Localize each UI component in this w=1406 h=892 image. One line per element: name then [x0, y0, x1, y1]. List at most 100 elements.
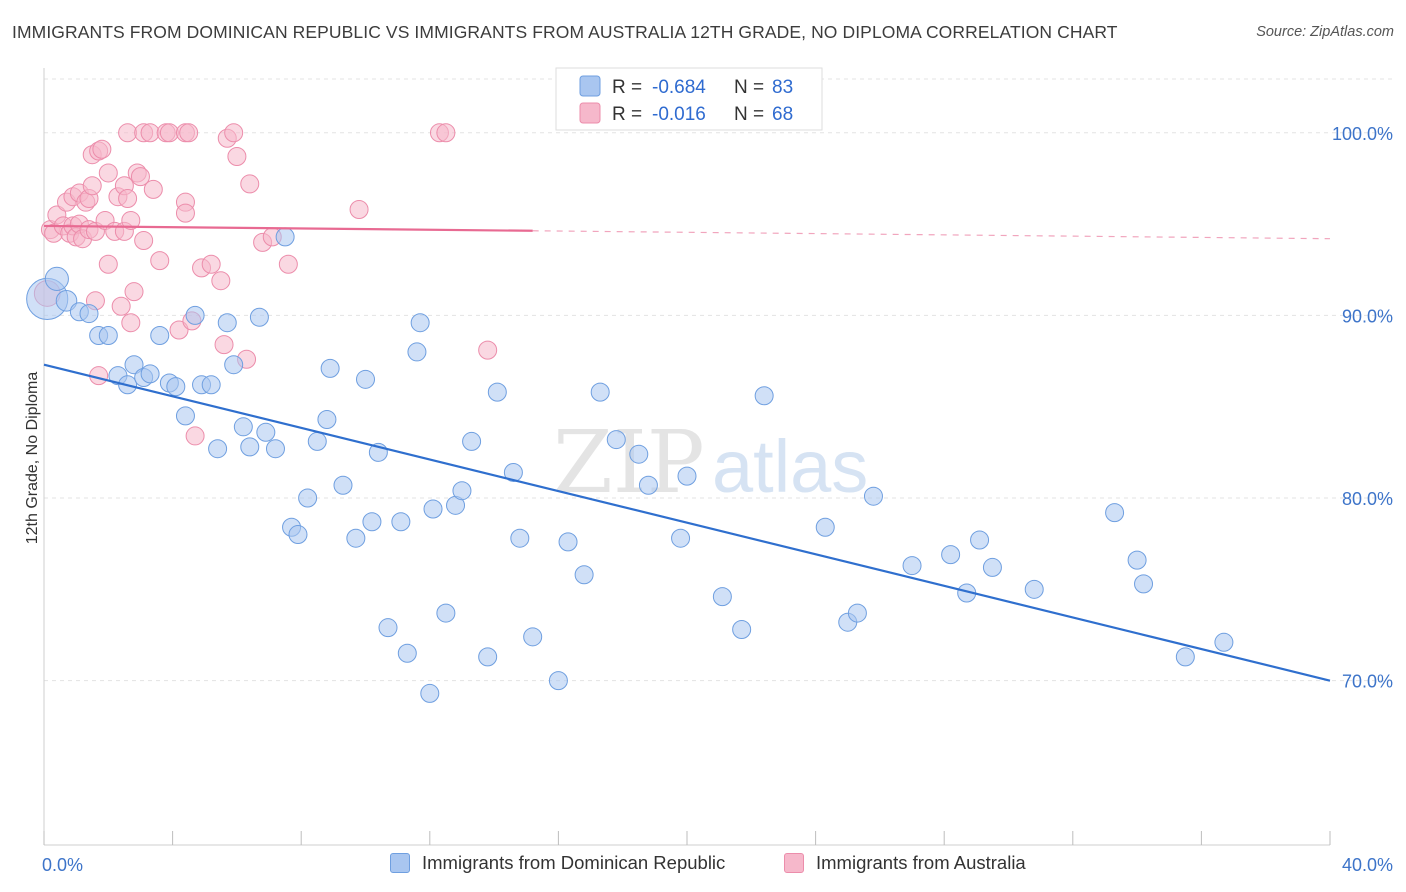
- australia-point: [130, 167, 150, 187]
- australia-point: [98, 254, 118, 274]
- dominican-point: [436, 603, 456, 623]
- trend-line-extension: [532, 230, 1331, 240]
- dominican-point: [288, 525, 308, 545]
- australia-point: [159, 123, 179, 143]
- australia-point: [118, 189, 138, 209]
- dominican-point: [638, 475, 658, 495]
- australia-point: [140, 123, 160, 143]
- y-tick-labels: 100.0% 90.0% 80.0% 70.0%: [1332, 124, 1393, 692]
- dominican-point: [249, 307, 269, 327]
- dominican-point: [208, 439, 228, 459]
- legend-n-value: 83: [772, 77, 793, 98]
- legend-n-value: 68: [772, 104, 793, 125]
- dominican-point: [941, 545, 961, 565]
- dominican-point: [407, 342, 427, 362]
- dominican-point: [124, 355, 144, 375]
- dominican-point: [275, 227, 295, 247]
- dominican-point: [320, 358, 340, 378]
- australia-point: [227, 147, 247, 167]
- legend-swatch-blue: [579, 75, 601, 97]
- australia-point: [124, 282, 144, 302]
- dominican-point: [677, 466, 697, 486]
- watermark: ZIP atlas: [553, 413, 868, 513]
- dominican-point: [307, 431, 327, 451]
- dominican-point: [346, 528, 366, 548]
- dominican-point: [629, 444, 649, 464]
- y-tick-label: 70.0%: [1342, 672, 1393, 692]
- dominican-point: [590, 382, 610, 402]
- dominican-point: [462, 431, 482, 451]
- dominican-point: [98, 325, 118, 345]
- australia-point: [478, 340, 498, 360]
- dominican-point: [201, 375, 221, 395]
- trend-lines: [43, 224, 1331, 682]
- watermark-zip: ZIP: [553, 413, 705, 513]
- dominican-point: [240, 437, 260, 457]
- dominican-point: [970, 530, 990, 550]
- dominican-point: [558, 532, 578, 552]
- bottom-legend-item-australia: Immigrants from Australia: [784, 852, 1026, 874]
- dominican-point: [265, 439, 285, 459]
- chart-title: IMMIGRANTS FROM DOMINICAN REPUBLIC VS IM…: [12, 22, 1118, 42]
- australia-point: [214, 335, 234, 355]
- australia-point: [224, 123, 244, 143]
- australia-point: [211, 271, 231, 291]
- australia-point: [185, 426, 205, 446]
- dominican-point: [317, 409, 337, 429]
- australia-point: [92, 139, 112, 159]
- dominican-point: [548, 671, 568, 691]
- x-tick-label: 40.0%: [1342, 855, 1393, 875]
- bottom-legend: Immigrants from Dominican Republic Immig…: [0, 852, 1406, 878]
- australia-point: [134, 231, 154, 251]
- dominican-point: [420, 683, 440, 703]
- source-label: Source: ZipAtlas.com: [1256, 24, 1394, 40]
- dominican-point: [362, 512, 382, 532]
- bottom-legend-label: Immigrants from Australia: [816, 852, 1026, 873]
- trend-line: [43, 224, 533, 232]
- bottom-legend-label: Immigrants from Dominican Republic: [422, 852, 726, 873]
- legend-r-label: R =: [612, 104, 647, 125]
- dominican-point: [523, 627, 543, 647]
- dominican-point: [1024, 579, 1044, 599]
- dominican-point: [847, 603, 867, 623]
- dominican-point: [185, 305, 205, 325]
- australia-point: [436, 123, 456, 143]
- dominican-point: [298, 488, 318, 508]
- bottom-legend-swatch-pink: [784, 853, 804, 873]
- australia-point: [121, 210, 141, 230]
- dominican-point: [79, 304, 99, 324]
- australia-point: [349, 199, 369, 219]
- dominican-point: [574, 565, 594, 585]
- series-australia-points: [33, 123, 498, 446]
- dominican-point: [410, 313, 430, 333]
- dominican-point: [1105, 503, 1125, 523]
- dominican-point: [712, 587, 732, 607]
- australia-point: [111, 296, 131, 316]
- dominican-point: [150, 325, 170, 345]
- dominican-point: [423, 499, 443, 519]
- dominican-point: [754, 386, 774, 406]
- dominican-point: [1127, 550, 1147, 570]
- legend-n-label: N =: [734, 104, 769, 125]
- dominican-point: [478, 647, 498, 667]
- dominican-point: [1175, 647, 1195, 667]
- australia-point: [82, 176, 102, 196]
- dominican-point: [224, 355, 244, 375]
- bottom-legend-swatch-blue: [390, 853, 410, 873]
- y-tick-label: 90.0%: [1342, 306, 1393, 326]
- dominican-point: [140, 364, 160, 384]
- dominican-point: [44, 266, 69, 291]
- dominican-point: [902, 556, 922, 576]
- dominican-point: [333, 475, 353, 495]
- dominican-point: [510, 528, 530, 548]
- dominican-point: [166, 377, 186, 397]
- legend-swatch-pink: [579, 102, 601, 124]
- dominican-point: [1134, 574, 1154, 594]
- dominican-point: [356, 369, 375, 389]
- legend-r-value: -0.684: [652, 77, 706, 98]
- series-dominican-points: [26, 227, 1234, 703]
- legend-box: R = -0.684 N = 83 R = -0.016 N = 68: [555, 67, 823, 131]
- australia-point: [179, 123, 199, 143]
- australia-point: [169, 320, 189, 340]
- dominican-point: [175, 406, 195, 426]
